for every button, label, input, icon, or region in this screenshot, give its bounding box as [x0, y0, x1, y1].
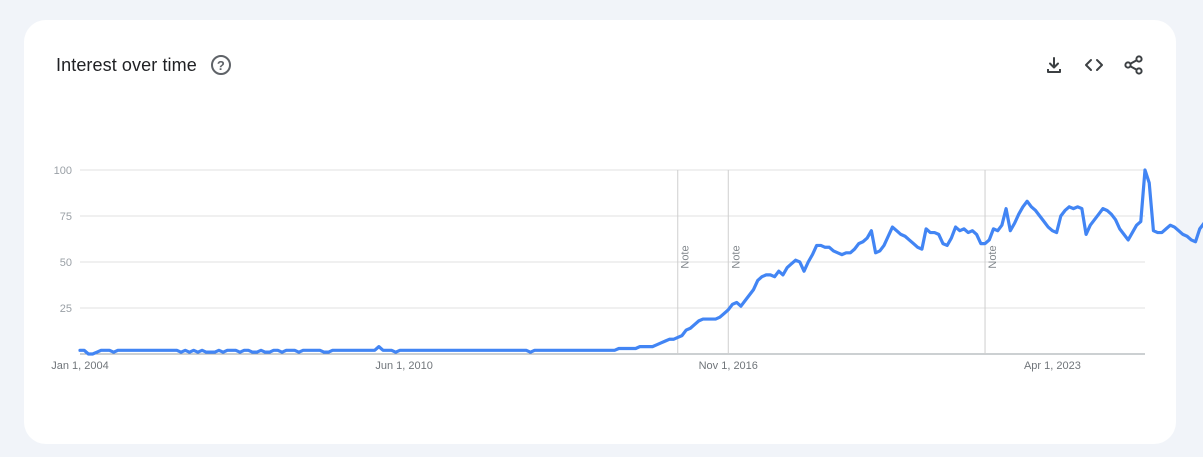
annotation-note-label[interactable]: Note: [730, 245, 742, 268]
interest-over-time-card: Interest over time ?: [24, 20, 1176, 444]
x-tick-label: Nov 1, 2016: [699, 360, 758, 372]
annotation-note-label[interactable]: Note: [987, 245, 999, 268]
card-header: Interest over time ?: [56, 50, 1146, 80]
x-tick-label: Jun 1, 2010: [375, 360, 433, 372]
y-tick-label: 75: [60, 211, 72, 223]
series-line[interactable]: [78, 168, 1203, 356]
card-title: Interest over time: [56, 54, 197, 75]
help-circle-icon[interactable]: ?: [210, 55, 231, 75]
annotation-note-label[interactable]: Note: [680, 245, 692, 268]
x-tick-label: Apr 1, 2023: [1024, 360, 1081, 372]
share-icon[interactable]: [1122, 53, 1146, 77]
card-actions: [1042, 53, 1146, 77]
download-icon[interactable]: [1042, 53, 1066, 77]
embed-code-icon[interactable]: [1082, 53, 1106, 77]
y-tick-label: 100: [54, 165, 72, 177]
x-tick-label: Jan 1, 2004: [51, 360, 109, 372]
y-tick-label: 25: [60, 303, 72, 315]
y-tick-label: 50: [60, 257, 72, 269]
